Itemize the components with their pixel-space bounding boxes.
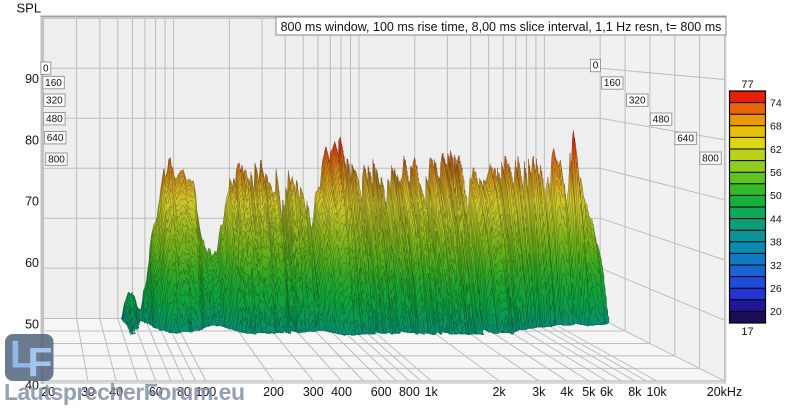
svg-text:74: 74 [770, 97, 782, 109]
svg-text:100: 100 [195, 385, 216, 399]
svg-text:200: 200 [263, 385, 284, 399]
svg-text:56: 56 [770, 167, 782, 179]
svg-text:32: 32 [770, 260, 782, 272]
svg-text:4k: 4k [560, 385, 574, 399]
svg-text:800: 800 [399, 385, 420, 399]
svg-text:90: 90 [25, 72, 39, 86]
svg-text:60: 60 [149, 385, 163, 399]
svg-text:6k: 6k [600, 385, 614, 399]
svg-text:20: 20 [41, 385, 55, 399]
svg-text:400: 400 [331, 385, 352, 399]
svg-text:50: 50 [25, 317, 39, 331]
svg-text:60: 60 [25, 256, 39, 270]
svg-text:800: 800 [48, 154, 65, 165]
svg-text:SPL: SPL [17, 0, 42, 15]
svg-text:44: 44 [770, 213, 782, 225]
svg-text:68: 68 [770, 121, 782, 133]
svg-text:320: 320 [46, 95, 63, 106]
svg-text:480: 480 [46, 114, 63, 125]
svg-text:20kHz: 20kHz [707, 385, 742, 399]
svg-text:38: 38 [770, 237, 782, 249]
svg-text:L: L [10, 334, 34, 377]
svg-text:10k: 10k [647, 385, 668, 399]
svg-text:640: 640 [677, 134, 694, 145]
svg-text:160: 160 [604, 78, 621, 89]
svg-text:20: 20 [770, 306, 782, 318]
svg-text:800: 800 [702, 153, 719, 164]
svg-text:320: 320 [629, 95, 646, 106]
svg-text:300: 300 [303, 385, 324, 399]
svg-text:40: 40 [109, 385, 123, 399]
svg-text:30: 30 [81, 385, 95, 399]
svg-text:480: 480 [653, 114, 670, 125]
svg-text:160: 160 [45, 78, 62, 89]
svg-text:LautsprecherForum.eu: LautsprecherForum.eu [4, 379, 245, 405]
svg-text:1k: 1k [425, 385, 439, 399]
svg-text:3k: 3k [532, 385, 546, 399]
svg-text:40: 40 [25, 379, 39, 393]
svg-text:5k: 5k [582, 385, 596, 399]
svg-text:77: 77 [741, 79, 753, 91]
svg-text:80: 80 [177, 385, 191, 399]
svg-text:62: 62 [770, 144, 782, 156]
svg-text:2k: 2k [492, 385, 506, 399]
svg-text:640: 640 [47, 133, 64, 144]
svg-text:8k: 8k [628, 385, 642, 399]
svg-text:70: 70 [25, 195, 39, 209]
svg-text:F: F [28, 340, 53, 386]
svg-text:600: 600 [371, 385, 392, 399]
svg-text:80: 80 [25, 133, 39, 147]
svg-text:26: 26 [770, 283, 782, 295]
svg-text:17: 17 [741, 326, 753, 338]
svg-text:0: 0 [593, 61, 599, 72]
svg-text:50: 50 [770, 190, 782, 202]
svg-text:0: 0 [43, 63, 49, 74]
svg-text:800 ms window, 100 ms rise tim: 800 ms window, 100 ms rise time, 8,00 ms… [281, 20, 722, 34]
